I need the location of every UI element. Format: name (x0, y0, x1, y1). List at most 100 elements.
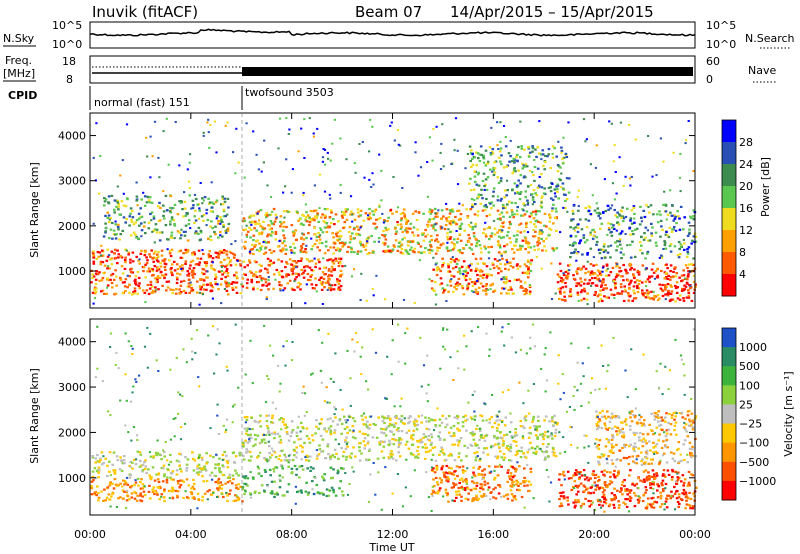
colorbar-swatch (722, 230, 736, 253)
power-y-ticks: 1000 2000 3000 4000 (58, 130, 695, 278)
colorbar-swatch (722, 347, 736, 367)
colorbar-swatch (722, 423, 736, 444)
scatter-region-6 (595, 409, 698, 466)
colorbar-tick-label: 25 (739, 398, 753, 411)
colorbar-tick-label: 12 (739, 224, 753, 237)
freq-block-twofsound (242, 67, 693, 76)
freq-right-tick-bottom: 0 (706, 73, 713, 86)
colorbar-swatch (722, 142, 736, 165)
time-axis: 00:00 04:00 08:00 12:00 16:00 20:00 00:00 (74, 113, 711, 541)
x-tick-label: 04:00 (175, 528, 207, 541)
colorbar-tick-label: 16 (739, 202, 753, 215)
time-axis-label: Time UT (368, 541, 414, 554)
y-tick-label: 1000 (58, 265, 86, 278)
freq-left-tick-top: 18 (62, 55, 76, 68)
x-tick-label: 20:00 (578, 528, 610, 541)
mhz-label: [MHz] (3, 67, 35, 80)
noise-panel: N.Sky 10^5 10^0 10^5 10^0 N.Search (3, 19, 795, 51)
scatter-region-5 (557, 468, 698, 510)
colorbar-tick-label: −1000 (739, 475, 776, 488)
scatter-region-0 (90, 248, 244, 296)
frequency-panel: Freq. [MHz] 18 8 60 0 Nave (3, 54, 777, 86)
colorbar-swatch (722, 480, 736, 501)
colorbar-tick-label: −500 (739, 456, 769, 469)
x-tick-label: 00:00 (679, 528, 711, 541)
colorbar-tick-label: 1000 (739, 341, 767, 354)
colorbar-frame (721, 327, 737, 501)
freq-left-tick-bottom: 8 (66, 73, 73, 86)
scatter-region-6 (556, 262, 697, 303)
date-range: 14/Apr/2015 – 15/Apr/2015 (450, 3, 654, 21)
y-tick-label: 4000 (58, 130, 86, 143)
colorbar-swatch (722, 252, 736, 275)
colorbar-swatch (722, 208, 736, 231)
velocity-panel: 1000 2000 3000 4000 Slant Range [km] 1000 50… (28, 318, 795, 516)
scatter-region-4 (430, 257, 534, 296)
x-tick-label: 12:00 (377, 528, 409, 541)
power-panel: 1000 2000 3000 4000 Slant Range [km] 4 8 12 16… (28, 112, 772, 309)
x-tick-label: 00:00 (74, 528, 106, 541)
scatter-region-2 (241, 257, 344, 292)
y-tick-label: 4000 (58, 336, 86, 349)
scatter-region-2 (241, 414, 559, 462)
scatter-region-1 (102, 194, 231, 242)
colorbar-swatch (722, 164, 736, 187)
cpid-panel: CPID normal (fast) 151 twofsound 3503 (8, 86, 334, 110)
velocity-colorbar-label: Velocity [m s⁻¹] (782, 371, 795, 456)
colorbar-swatch (722, 366, 736, 386)
colorbar-tick-label: 4 (739, 268, 746, 281)
scatter-region-3 (241, 464, 345, 499)
colorbar-frame (721, 119, 737, 297)
colorbar-tick-label: −25 (739, 418, 762, 431)
noise-sky-line (89, 28, 696, 37)
x-tick-label: 08:00 (276, 528, 308, 541)
x-tick-label: 16:00 (477, 528, 509, 541)
cpid-segment-twofsound: twofsound 3503 (245, 86, 334, 99)
colorbar-tick-label: 24 (739, 158, 753, 171)
nave-label: Nave (748, 64, 776, 77)
scatter-region-4 (430, 464, 533, 503)
colorbar-tick-label: −100 (739, 437, 769, 450)
y-tick-label: 1000 (58, 472, 86, 485)
nsky-label: N.Sky (3, 32, 35, 45)
station-title: Inuvik (fitACF) (92, 3, 198, 21)
scatter-region-3 (241, 207, 559, 256)
cpid-segment-normal: normal (fast) 151 (94, 96, 190, 109)
colorbar-swatch (722, 328, 736, 348)
freq-right-tick-top: 60 (706, 55, 720, 68)
power-colorbar-label: Power [dB] (759, 157, 772, 217)
scatter-region-1 (91, 450, 242, 480)
colorbar-swatch (722, 404, 736, 425)
colorbar-swatch (722, 442, 736, 463)
colorbar-tick-label: 20 (739, 180, 753, 193)
colorbar-tick-label: 100 (739, 379, 760, 392)
velocity-ylabel: Slant Range [km] (28, 368, 41, 464)
velocity-colorbar: 1000 500 100 25 −25 −100 −500 −1000 (721, 327, 776, 501)
freq-panel-frame (89, 55, 696, 84)
velocity-y-ticks: 1000 2000 3000 4000 (58, 336, 695, 485)
noise-right-tick-top: 10^5 (706, 19, 736, 32)
scatter-region-0 (90, 477, 244, 503)
colorbar-tick-label: 28 (739, 136, 753, 149)
scatter-region-7 (569, 203, 698, 260)
power-scatter (90, 117, 698, 306)
colorbar-swatch (722, 120, 736, 143)
noise-left-tick-bottom: 10^0 (52, 38, 82, 51)
freq-label: Freq. (5, 54, 32, 67)
colorbar-swatch (722, 385, 736, 405)
colorbar-tick-label: 500 (739, 360, 760, 373)
colorbar-swatch (722, 274, 736, 297)
power-ylabel: Slant Range [km] (28, 162, 41, 258)
power-colorbar: 4 8 12 16 20 24 28 (721, 119, 753, 297)
y-tick-label: 3000 (58, 175, 86, 188)
beam-label: Beam 07 (355, 3, 422, 21)
noise-right-tick-bottom: 10^0 (706, 38, 736, 51)
nsearch-label: N.Search (745, 32, 795, 45)
noise-left-tick-top: 10^5 (52, 19, 82, 32)
colorbar-tick-label: 8 (739, 246, 746, 259)
y-tick-label: 2000 (58, 220, 86, 233)
colorbar-swatch (722, 186, 736, 209)
y-tick-label: 3000 (58, 381, 86, 394)
velocity-scatter (90, 323, 698, 513)
